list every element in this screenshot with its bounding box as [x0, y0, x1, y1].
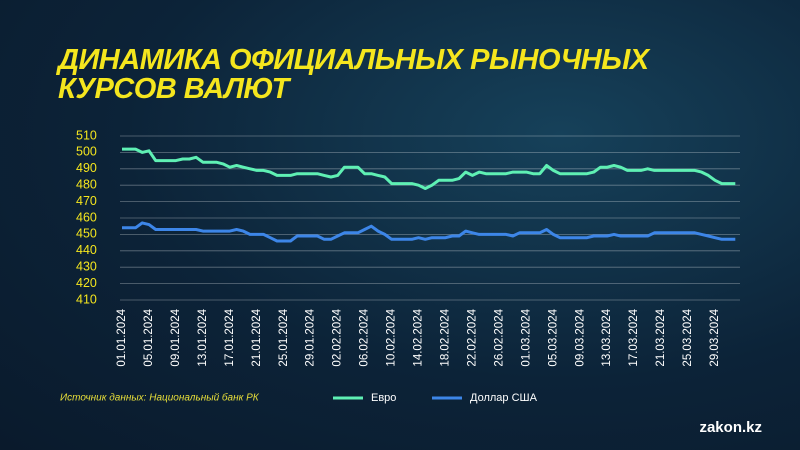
- legend-label: Евро: [371, 392, 396, 404]
- y-tick-label: 510: [76, 128, 97, 142]
- chart-title: ДИНАМИКА ОФИЦИАЛЬНЫХ РЫНОЧНЫХ КУРСОВ ВАЛ…: [58, 44, 649, 105]
- x-tick-label: 01.03.2024: [520, 308, 532, 366]
- x-tick-label: 29.03.2024: [709, 308, 721, 366]
- brand: zakon.kz: [699, 419, 762, 436]
- y-tick-label: 500: [76, 145, 97, 159]
- x-tick-label: 14.02.2024: [413, 308, 425, 366]
- y-tick-label: 480: [76, 177, 97, 191]
- y-tick-label: 470: [76, 194, 97, 208]
- x-tick-label: 25.01.2024: [278, 308, 290, 366]
- series-line: [122, 147, 736, 190]
- y-tick-label: 420: [76, 276, 97, 290]
- y-tick-label: 430: [76, 259, 97, 273]
- x-tick-label: 21.01.2024: [251, 308, 263, 366]
- x-tick-label: 05.03.2024: [547, 308, 559, 366]
- x-tick-label: 26.02.2024: [493, 308, 505, 366]
- x-tick-label: 29.01.2024: [305, 308, 317, 366]
- x-tick-label: 22.02.2024: [466, 308, 478, 366]
- source: Источник данных: Национальный банк РК: [60, 392, 260, 404]
- x-tick-label: 13.01.2024: [197, 308, 209, 366]
- x-tick-label: 13.03.2024: [601, 308, 613, 366]
- x-tick-label: 01.01.2024: [116, 308, 128, 366]
- y-tick-label: 460: [76, 210, 97, 224]
- x-tick-label: 09.01.2024: [170, 308, 182, 366]
- y-tick-label: 490: [76, 161, 97, 175]
- x-tick-label: 17.01.2024: [224, 308, 236, 366]
- x-tick-label: 18.02.2024: [440, 308, 452, 366]
- x-tick-label: 06.02.2024: [359, 308, 371, 366]
- x-tick-label: 09.03.2024: [574, 308, 586, 366]
- x-tick-label: 05.01.2024: [143, 308, 155, 366]
- series-line: [122, 221, 736, 243]
- legend-label: Доллар США: [470, 392, 538, 404]
- y-tick-label: 410: [76, 292, 97, 306]
- x-tick-label: 10.02.2024: [386, 308, 398, 366]
- x-tick-label: 17.03.2024: [628, 308, 640, 366]
- x-tick-label: 25.03.2024: [682, 308, 694, 366]
- y-tick-label: 440: [76, 243, 97, 257]
- x-tick-label: 02.02.2024: [332, 308, 344, 366]
- y-tick-label: 450: [76, 227, 97, 241]
- x-tick-label: 21.03.2024: [655, 308, 667, 366]
